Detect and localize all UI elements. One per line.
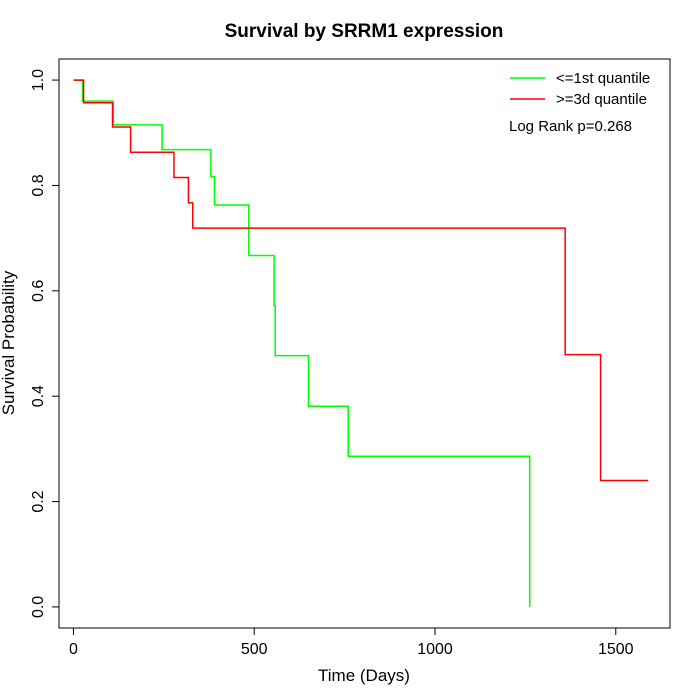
series-high-quantile-curve: [73, 79, 649, 482]
x-axis: 0 500 1000 1500: [69, 627, 634, 658]
chart-title: Survival by SRRM1 expression: [225, 21, 504, 42]
x-tick-label: 0: [69, 641, 78, 658]
x-tick-label: 1500: [598, 641, 634, 658]
y-axis-label: Survival Probability: [0, 270, 18, 415]
legend: <=1st quantile >=3d quantile: [510, 70, 650, 108]
y-axis: 0.0 0.2 0.4 0.6 0.8 1.0: [30, 69, 60, 618]
x-axis-label: Time (Days): [318, 666, 410, 685]
legend-label-low: <=1st quantile: [556, 70, 650, 87]
y-tick-label: 1.0: [30, 69, 47, 91]
y-tick-label: 0.4: [30, 385, 47, 407]
y-tick-label: 0.0: [30, 596, 47, 618]
x-tick-label: 500: [241, 641, 268, 658]
log-rank-annotation: Log Rank p=0.268: [509, 118, 632, 135]
legend-label-high: >=3d quantile: [556, 91, 647, 108]
y-tick-label: 0.2: [30, 490, 47, 512]
y-tick-label: 0.8: [30, 174, 47, 196]
x-tick-label: 1000: [417, 641, 453, 658]
y-tick-label: 0.6: [30, 280, 47, 302]
series-layer: [73, 79, 649, 607]
